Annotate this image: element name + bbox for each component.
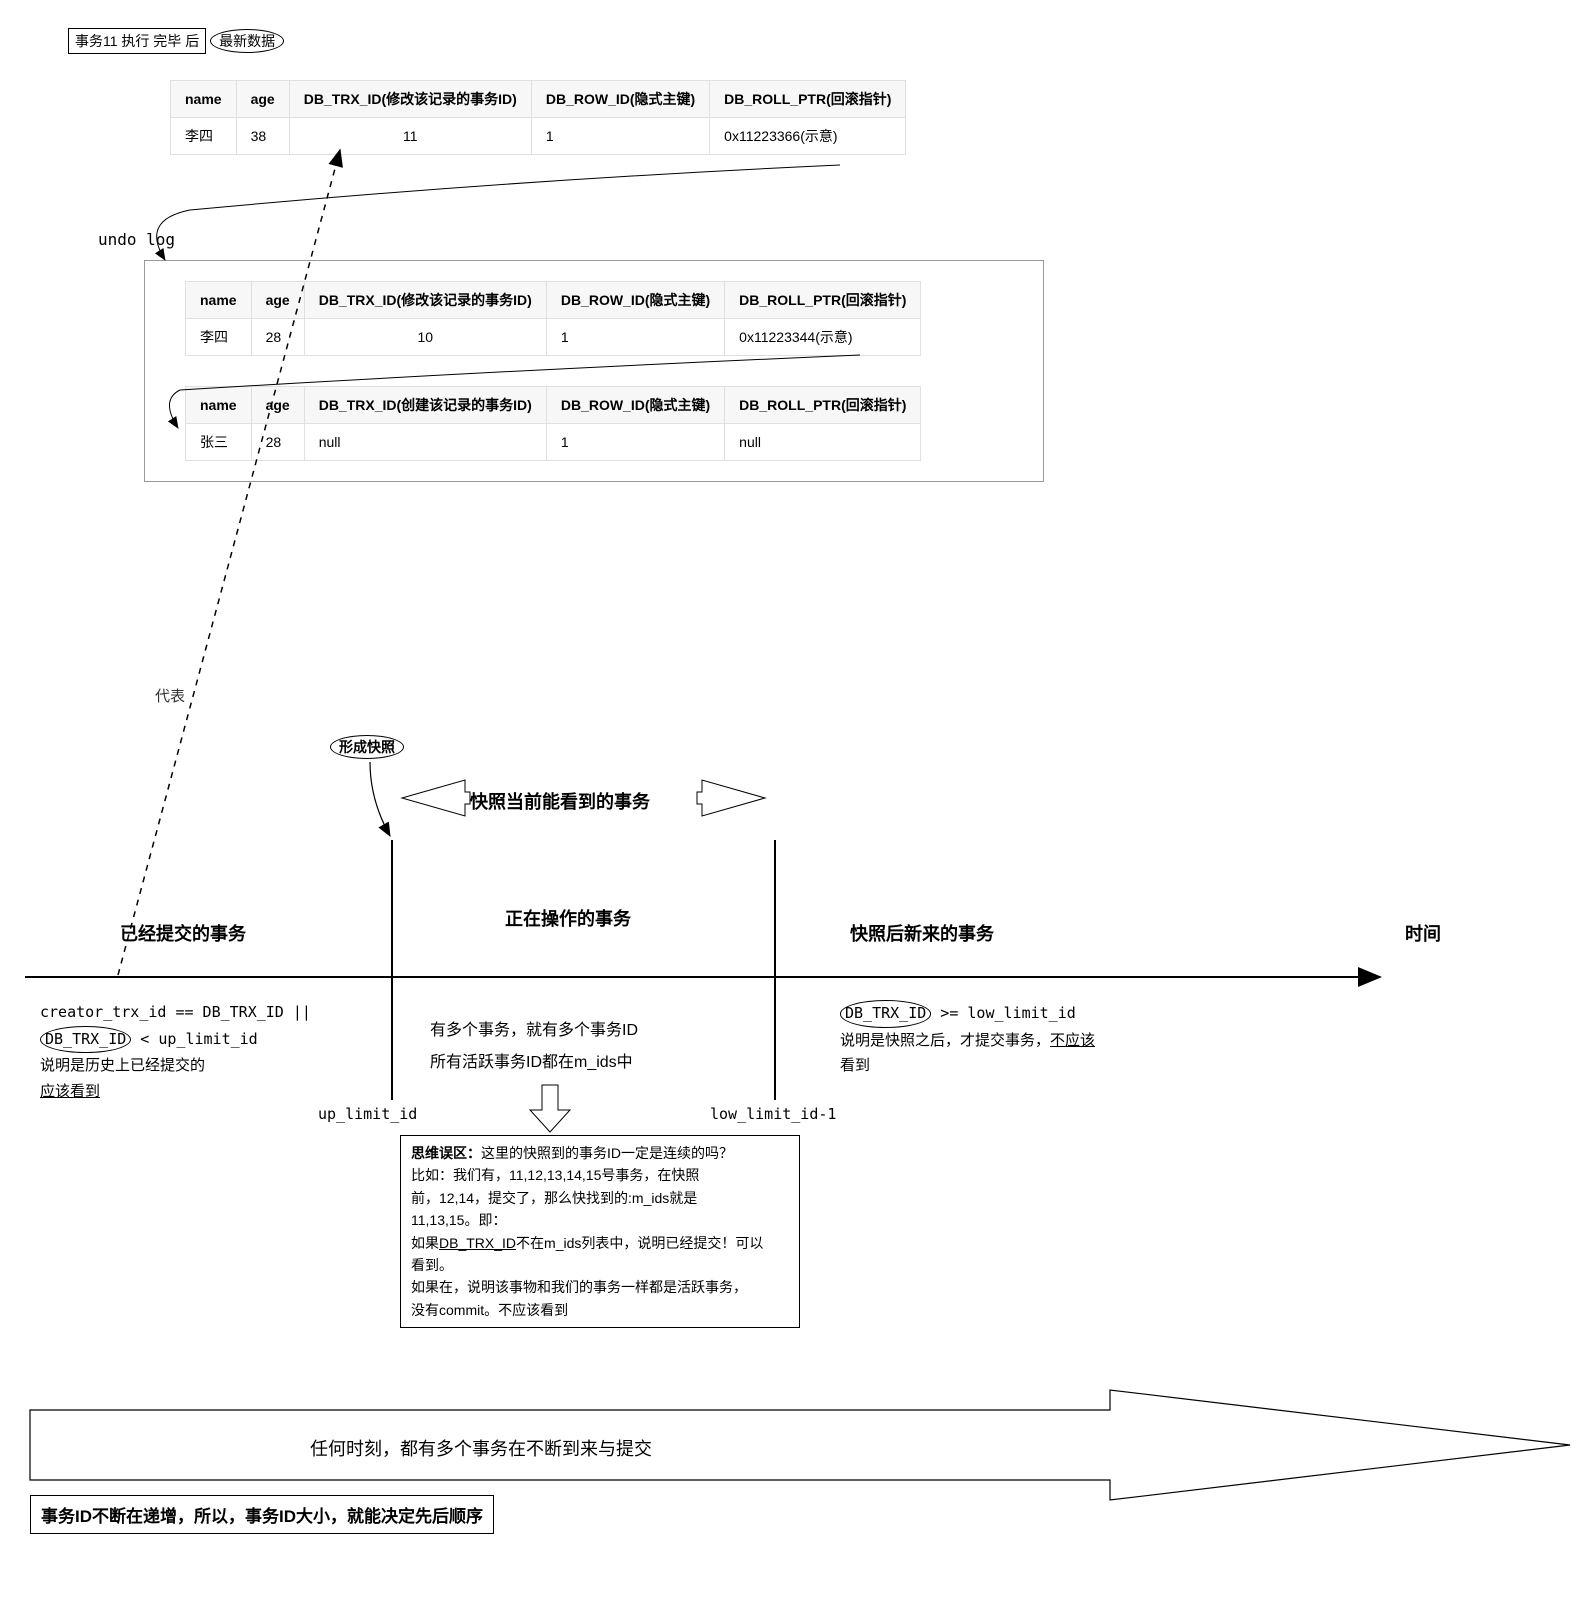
- table-row: 张三 28 null 1 null: [186, 424, 921, 461]
- undo-log-container: name age DB_TRX_ID(修改该记录的事务ID) DB_ROW_ID…: [144, 260, 1044, 482]
- undo-table-2: name age DB_TRX_ID(创建该记录的事务ID) DB_ROW_ID…: [185, 386, 921, 461]
- left-rule-l2: DB_TRX_ID < up_limit_id: [40, 1026, 311, 1054]
- col-age: age: [236, 81, 289, 118]
- left-rule-l1: creator_trx_id == DB_TRX_ID ||: [40, 1000, 311, 1026]
- data-table: name age DB_TRX_ID(修改该记录的事务ID) DB_ROW_ID…: [170, 80, 906, 155]
- represent-label: 代表: [155, 685, 185, 706]
- right-rule: DB_TRX_ID >= low_limit_id 说明是快照之后，才提交事务，…: [840, 1000, 1095, 1079]
- left-rule: creator_trx_id == DB_TRX_ID || DB_TRX_ID…: [40, 1000, 311, 1104]
- left-rule-l4: 应该看到: [40, 1079, 311, 1105]
- table-row: 李四 38 11 1 0x11223366(示意): [171, 118, 906, 155]
- up-limit-label: up_limit_id: [318, 1105, 417, 1123]
- table-header-row: name age DB_TRX_ID(创建该记录的事务ID) DB_ROW_ID…: [186, 387, 921, 424]
- undo-table-1: name age DB_TRX_ID(修改该记录的事务ID) DB_ROW_ID…: [185, 281, 921, 356]
- bottom-box: 事务ID不断在递增，所以，事务ID大小，就能决定先后顺序: [30, 1495, 494, 1534]
- header-label: 事务11 执行 完毕 后: [68, 28, 206, 54]
- low-limit-label: low_limit_id-1: [710, 1105, 836, 1123]
- undo-log-label: undo log: [98, 230, 175, 249]
- time-label: 时间: [1405, 920, 1441, 946]
- left-rule-l3: 说明是历史上已经提交的: [40, 1053, 311, 1079]
- table-header-row: name age DB_TRX_ID(修改该记录的事务ID) DB_ROW_ID…: [186, 282, 921, 319]
- latest-data-badge: 最新数据: [210, 29, 284, 53]
- misconception-box: 思维误区：这里的快照到的事务ID一定是连续的吗？ 比如：我们有，11,12,13…: [400, 1135, 800, 1328]
- zone-left-title: 已经提交的事务: [120, 920, 246, 946]
- connector-overlay: [10, 10, 1580, 1595]
- current-record-table: name age DB_TRX_ID(修改该记录的事务ID) DB_ROW_ID…: [170, 80, 906, 155]
- misconception-title: 思维误区：: [411, 1145, 481, 1161]
- col-rollptr: DB_ROLL_PTR(回滚指针): [710, 81, 906, 118]
- bottom-band-text: 任何时刻，都有多个事务在不断到来与提交: [310, 1435, 652, 1461]
- right-rule-l1: DB_TRX_ID >= low_limit_id: [840, 1000, 1095, 1028]
- diagram-canvas: 事务11 执行 完毕 后 最新数据 name age DB_TRX_ID(修改该…: [10, 10, 1580, 1595]
- table-header-row: name age DB_TRX_ID(修改该记录的事务ID) DB_ROW_ID…: [171, 81, 906, 118]
- col-trxid: DB_TRX_ID(修改该记录的事务ID): [289, 81, 531, 118]
- visible-trx-label: 快照当前能看到的事务: [470, 788, 650, 814]
- col-name: name: [171, 81, 237, 118]
- header-row: 事务11 执行 完毕 后 最新数据: [68, 28, 284, 54]
- db-trx-id-oval: DB_TRX_ID: [40, 1026, 131, 1054]
- zone-mid-title: 正在操作的事务: [505, 905, 631, 931]
- mid-rule-l1: 有多个事务，就有多个事务ID: [430, 1015, 638, 1047]
- mid-rule: 有多个事务，就有多个事务ID 所有活跃事务ID都在m_ids中: [430, 1015, 638, 1079]
- col-rowid: DB_ROW_ID(隐式主键): [531, 81, 709, 118]
- mid-rule-l2: 所有活跃事务ID都在m_ids中: [430, 1047, 638, 1079]
- right-rule-l3: 看到: [840, 1053, 1095, 1079]
- snapshot-oval: 形成快照: [330, 735, 404, 759]
- table-row: 李四 28 10 1 0x11223344(示意): [186, 319, 921, 356]
- zone-right-title: 快照后新来的事务: [850, 920, 994, 946]
- right-rule-l2: 说明是快照之后，才提交事务，不应该: [840, 1028, 1095, 1054]
- db-trx-id-oval: DB_TRX_ID: [840, 1000, 931, 1028]
